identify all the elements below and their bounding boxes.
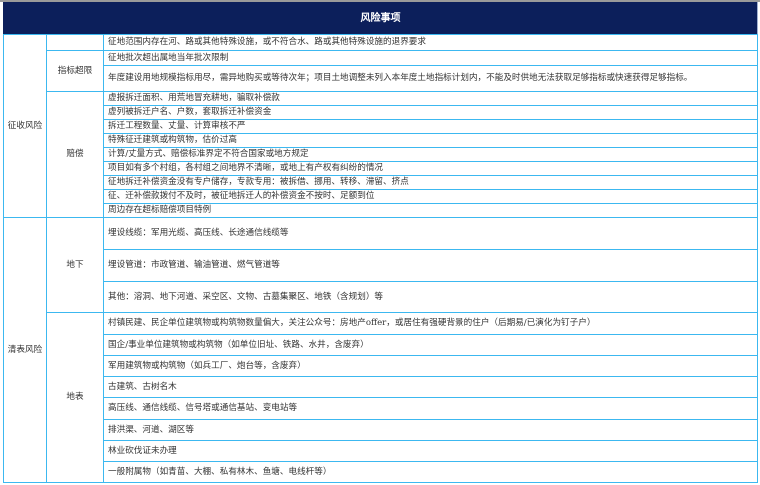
table-title: 风险事项 [3,2,758,35]
table-row: 林业砍伐证未办理 [4,440,758,462]
table-row: 指标超限 征地批次超出属地当年批次限制 [4,50,758,92]
table-row: 项目如有多个村组，各村组之间地界不清晰，或地上有产权有纠纷的情况 [4,161,758,176]
risk-item-cell: 计算/丈量方式、赔偿标准界定不符合国家或地方规定 [103,147,758,162]
risk-item-cell: 埋设线缆：军用光缆、高压线、长途通信线缆等 [103,217,758,250]
subcategory-cell: 赔偿 [46,91,104,218]
table-row: 高压线、通信线缆、信号塔或通信基站、变电站等 [4,397,758,420]
category-cell: 征收风险 [3,34,47,218]
header-row: 风险事项 [3,2,758,35]
table-row: 清表风险 地下 埋设线缆：军用光缆、高压线、长途通信线缆等 [3,217,758,483]
table-row: 特殊征迁建筑或构筑物，估价过高 [4,133,758,148]
table-row: 年度建设用地规模指标用尽，需异地购买或等待次年；项目土地调整未列入本年度土地指标… [4,65,758,92]
table-row: 虚列被拆迁户名、户数，套取拆迁补偿资金 [4,105,758,120]
risk-table: 风险事项 征收风险 征地范围内存在河、路或其他特殊设施，或不符合水、路或其他特殊设… [3,2,758,483]
risk-item-cell: 其他：溶洞、地下河道、采空区、文物、古墓集聚区、地铁（含规划）等 [103,281,758,313]
risk-item-cell: 国企/事业单位建筑物或构筑物（如单位旧址、铁路、水井，含废弃） [103,334,758,356]
risk-item-cell: 埋设管道：市政管道、输油管道、燃气管道等 [103,249,758,282]
risk-item-cell: 一般附属物（如青苗、大棚、私有林木、鱼塘、电线杆等） [103,461,758,483]
risk-item-cell: 特殊征迁建筑或构筑物，估价过高 [103,133,758,148]
subcategory-cell [46,34,104,51]
risk-item-cell: 项目如有多个村组，各村组之间地界不清晰，或地上有产权有纠纷的情况 [103,161,758,176]
table-row: 征收风险 征地范围内存在河、路或其他特殊设施，或不符合水、路或其他特殊设施的退界要… [3,34,758,218]
table-row: 军用建筑物或构筑物（如兵工厂、炮台等，含废弃） [4,355,758,377]
table-row: 埋设管道：市政管道、输油管道、燃气管道等 [4,249,758,282]
risk-item-cell: 军用建筑物或构筑物（如兵工厂、炮台等，含废弃） [103,355,758,377]
table-row: 征、迁补偿款拨付不及时，被征地拆迁人的补偿资金不按时、足额到位 [4,189,758,204]
table-row: 一般附属物（如青苗、大棚、私有林木、鱼塘、电线杆等） [4,461,758,483]
risk-item-cell: 虚报拆迁面积、用荒地冒充耕地，骗取补偿款 [103,91,758,106]
table-row: 地表 村镇民建、民企单位建筑物或构筑物数量偏大，关注公众号：房地产offer，或居… [4,312,758,483]
table-row: 征地拆迁补偿资金没有专户储存，专款专用：被拆借、挪用、转移、滞留、挤点 [4,175,758,190]
table-row: 古建筑、古树名木 [4,376,758,398]
risk-item-cell: 征地拆迁补偿资金没有专户储存，专款专用：被拆借、挪用、转移、滞留、挤点 [103,175,758,190]
table-row: 赔偿 虚报拆迁面积、用荒地冒充耕地，骗取补偿款 [4,91,758,218]
risk-item-cell: 年度建设用地规模指标用尽，需异地购买或等待次年；项目土地调整未列入本年度土地指标… [103,65,758,92]
risk-item-cell: 林业砍伐证未办理 [103,440,758,462]
table-row: 国企/事业单位建筑物或构筑物（如单位旧址、铁路、水井，含废弃） [4,334,758,356]
table-row: 其他：溶洞、地下河道、采空区、文物、古墓集聚区、地铁（含规划）等 [4,281,758,313]
risk-item-cell: 高压线、通信线缆、信号塔或通信基站、变电站等 [103,397,758,420]
risk-item-cell: 征地范围内存在河、路或其他特殊设施，或不符合水、路或其他特殊设施的退界要求 [103,34,758,51]
subcategory-cell: 地下 [46,217,104,313]
risk-item-cell: 征、迁补偿款拨付不及时，被征地拆迁人的补偿资金不按时、足额到位 [103,189,758,204]
table-row: 计算/丈量方式、赔偿标准界定不符合国家或地方规定 [4,147,758,162]
risk-item-cell: 征地批次超出属地当年批次限制 [103,50,758,66]
table-row: 拆迁工程数量、丈量、计算审核不严 [4,119,758,134]
table-row: 周边存在超标赔偿项目特例 [4,203,758,218]
risk-item-cell: 拆迁工程数量、丈量、计算审核不严 [103,119,758,134]
subcategory-cell: 地表 [46,312,104,483]
top-divider [0,0,760,2]
category-cell: 清表风险 [3,217,47,483]
risk-item-cell: 古建筑、古树名木 [103,376,758,398]
risk-item-cell: 虚列被拆迁户名、户数，套取拆迁补偿资金 [103,105,758,120]
risk-item-cell: 村镇民建、民企单位建筑物或构筑物数量偏大，关注公众号：房地产offer，或居住有… [103,312,758,335]
table-row: 排洪渠、河道、湖区等 [4,419,758,441]
risk-item-cell: 周边存在超标赔偿项目特例 [103,203,758,218]
subcategory-cell: 指标超限 [46,50,104,92]
risk-item-cell: 排洪渠、河道、湖区等 [103,419,758,441]
